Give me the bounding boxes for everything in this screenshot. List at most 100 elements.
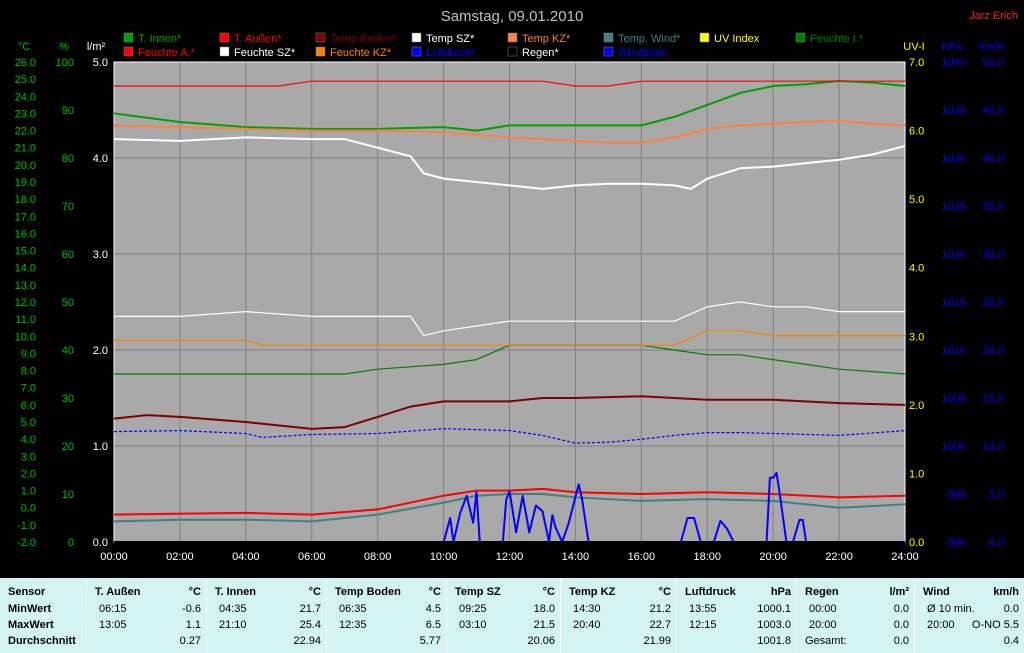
legend-swatch (507, 32, 518, 43)
stat-column: Wind km/h Ø 10 min. 0.0 20:00 O-NO 5.5 0.4 (914, 578, 1024, 653)
tick-label-celsius: 13.0 (15, 280, 36, 292)
tick-label-celsius: 1.0 (21, 486, 36, 498)
tick-label-x: 18:00 (693, 551, 721, 563)
stat-column: Regen l/m² 00:00 0.0 20:00 0.0 Gesamt: 0.0 (796, 578, 915, 653)
legend-label: Feuchte KZ* (330, 47, 392, 59)
stat-max-time: 03:10 (459, 619, 487, 631)
tick-label-x: 20:00 (759, 551, 787, 563)
stat-column: Temp KZ °C 14:30 21.2 20:40 22.7 21.99 (560, 578, 677, 653)
stat-unit: l/m² (889, 586, 909, 598)
tick-label-wind: 10.0 (983, 441, 1004, 453)
stat-max-time: 20:40 (573, 619, 601, 631)
legend-label: Regen* (522, 47, 559, 59)
tick-label-percent: 90 (62, 105, 74, 117)
tick-label-wind: 25.0 (983, 297, 1004, 309)
tick-label-wind: 35.0 (983, 201, 1004, 213)
stat-average: 21.99 (643, 635, 671, 647)
tick-label-percent: 70 (62, 201, 74, 213)
legend-swatch (795, 32, 806, 43)
tick-label-celsius: 25.0 (15, 74, 36, 86)
tick-label-pressure: 1035 (942, 105, 966, 117)
tick-label-pressure: 1015 (942, 297, 966, 309)
row-label-sensor: Sensor (8, 586, 46, 598)
tick-label-x: 12:00 (496, 551, 524, 563)
tick-label-x: 02:00 (166, 551, 194, 563)
tick-label-rain: 4.0 (93, 153, 108, 165)
tick-label-x: 10:00 (430, 551, 458, 563)
tick-label-pressure: 1000 (942, 441, 966, 453)
tick-label-percent: 50 (62, 297, 74, 309)
tick-label-pressure: 1010 (942, 345, 966, 357)
tick-label-uv: 7.0 (909, 57, 924, 69)
tick-label-percent: 20 (62, 441, 74, 453)
legend-label: Temp Boden* (330, 33, 397, 45)
stat-min-time: 14:30 (573, 603, 601, 615)
legend-label: Temp. Wind* (618, 33, 681, 45)
stat-min-time: 04:35 (219, 603, 247, 615)
tick-label-celsius: 6.0 (21, 400, 36, 412)
tick-label-celsius: 15.0 (15, 246, 36, 258)
chart-title: Samstag, 09.01.2010 (441, 8, 584, 25)
stat-header: T. Außen (95, 586, 141, 598)
legend-label: UV Index (714, 33, 760, 45)
stat-column: Temp Boden °C 06:35 4.5 12:35 6.5 5.77 (326, 578, 447, 653)
stat-header: Luftdruck (685, 586, 736, 598)
tick-label-celsius: 14.0 (15, 263, 36, 275)
stat-max-time: 20:00 (809, 619, 837, 631)
tick-label-rain: 5.0 (93, 57, 108, 69)
stat-column: Luftdruck hPa 13:55 1000.1 12:15 1003.0 1001.8 (676, 578, 797, 653)
tick-label-pressure: 1005 (942, 393, 966, 405)
stat-average: 1001.8 (757, 635, 791, 647)
stat-min-value: 0.0 (893, 603, 909, 615)
tick-label-celsius: 11.0 (15, 314, 36, 326)
series-line (113, 487, 906, 516)
stat-average: 0.27 (179, 635, 201, 647)
stat-unit: °C (428, 586, 441, 598)
series-line (113, 395, 906, 430)
tick-label-percent: 100 (56, 57, 74, 69)
row-label-avg: Durchschnitt (8, 635, 76, 647)
tick-label-x: 06:00 (298, 551, 326, 563)
tick-label-x: 24:00 (891, 551, 919, 563)
tick-label-x: 16:00 (628, 551, 656, 563)
stat-min-value: 0.0 (1003, 603, 1019, 615)
weather-chart: Samstag, 09.01.2010 Jarz Erich 26.0 25.0 24.… (0, 0, 1024, 578)
axis-unit-uv: UV-I (903, 41, 924, 53)
tick-label-celsius: 9.0 (21, 348, 36, 360)
tick-label-x: 14:00 (562, 551, 590, 563)
stat-header: Wind (923, 586, 950, 598)
axis-unit-celsius: °C (18, 41, 30, 53)
stat-average: 5.77 (419, 635, 441, 647)
stat-min-time: 09:25 (459, 603, 487, 615)
stat-unit: °C (542, 586, 555, 598)
stat-header: Temp Boden (335, 586, 401, 598)
stat-min-value: 21.2 (649, 603, 671, 615)
stat-min-value: 1000.1 (757, 603, 791, 615)
tick-label-wind: 30.0 (983, 249, 1004, 261)
tick-label-x: 00:00 (100, 551, 128, 563)
tick-label-celsius: 3.0 (21, 451, 36, 463)
series-line (113, 136, 906, 190)
legend-swatch (315, 46, 326, 57)
legend-label: Windböen (618, 47, 668, 59)
statistics-table: Sensor MinWert MaxWert Durchschnitt T. A… (0, 578, 1024, 653)
stat-max-value: 25.4 (299, 619, 321, 631)
series-line (114, 301, 905, 337)
tick-label-wind: 15.0 (983, 393, 1004, 405)
axis-unit-pressure: hPa (942, 41, 962, 53)
tick-label-uv: 4.0 (909, 263, 924, 275)
stat-column: Temp SZ °C 09:25 18.0 03:10 21.5 20.06 (446, 578, 561, 653)
tick-label-x: 22:00 (825, 551, 853, 563)
row-label-min: MinWert (8, 603, 52, 615)
chart-svg: Samstag, 09.01.2010 Jarz Erich 26.0 25.0 24.… (15, 8, 1018, 563)
tick-label-celsius: 23.0 (15, 108, 36, 120)
tick-label-celsius: 20.0 (15, 160, 36, 172)
legend-swatch (411, 32, 422, 43)
legend-label: Feuchte SZ* (234, 47, 296, 59)
stat-avg-label: Gesamt: (805, 635, 847, 647)
tick-label-celsius: 18.0 (15, 194, 36, 206)
legend-label: T. Innen* (138, 33, 182, 45)
stat-max-value: 22.7 (649, 619, 671, 631)
stat-max-value: 0.0 (893, 619, 909, 631)
tick-label-celsius: 7.0 (21, 383, 36, 395)
